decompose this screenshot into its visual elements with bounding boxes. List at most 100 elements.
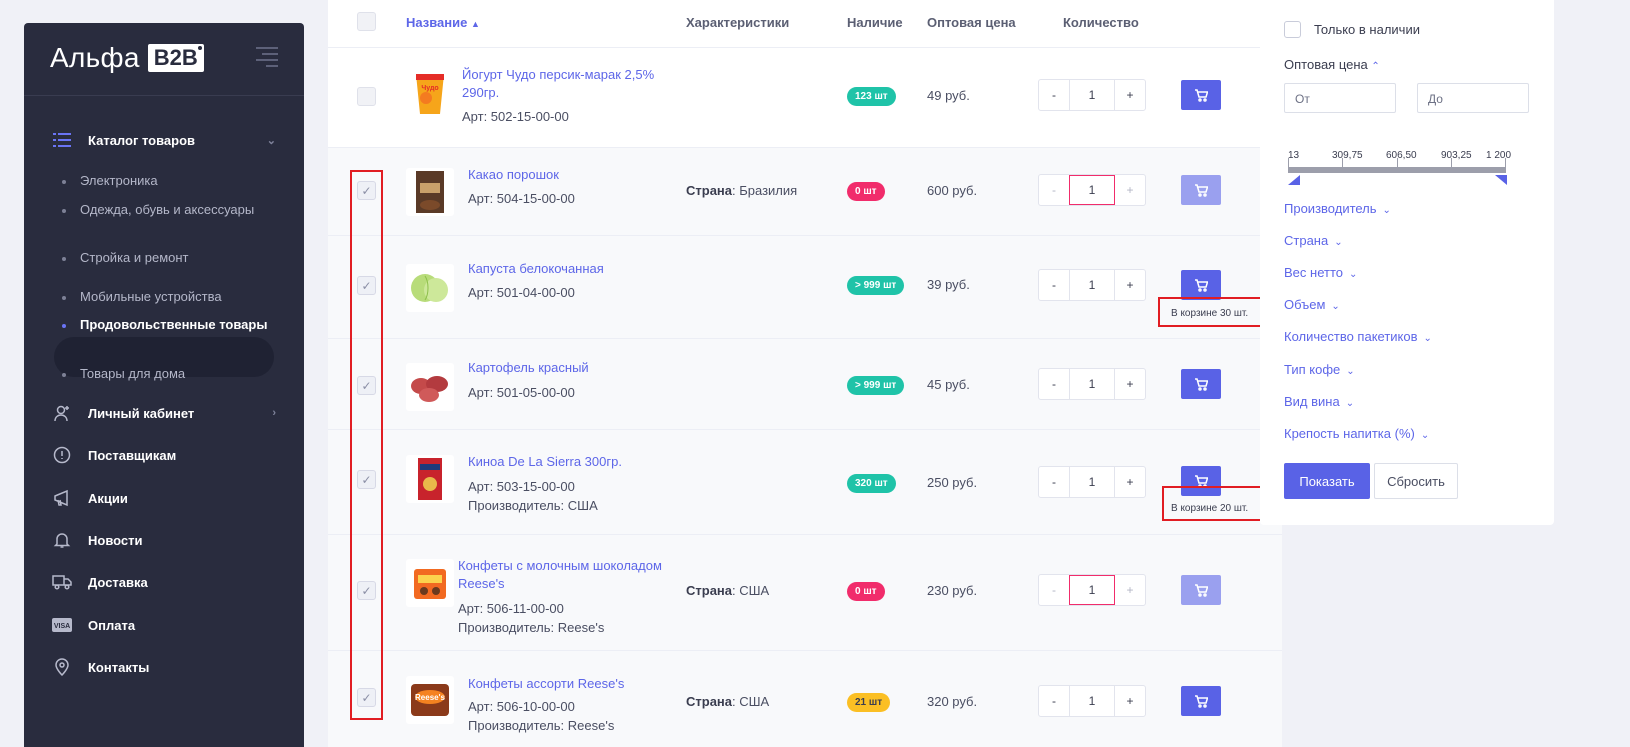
select-all-checkbox[interactable] [357, 12, 376, 31]
only-in-stock-checkbox[interactable] [1284, 21, 1301, 38]
submenu-mobile[interactable]: Мобильные устройства [62, 288, 280, 306]
qty-minus-button[interactable]: - [1052, 475, 1056, 489]
qty-plus-button[interactable]: + [1126, 475, 1134, 489]
header-characteristics: Характеристики [686, 15, 790, 30]
product-image[interactable] [406, 168, 454, 216]
filter-country[interactable]: Страна ⌄ [1284, 233, 1343, 248]
product-image[interactable] [406, 264, 454, 312]
nav-promotions[interactable]: Акции [52, 488, 128, 508]
product-name-link[interactable]: Конфеты с молочным шоколадом Reese's [458, 558, 662, 591]
qty-plus-button[interactable]: + [1126, 583, 1134, 597]
logo[interactable]: Альфа B2B [50, 42, 204, 73]
row-checkbox-checked[interactable]: ✓ [357, 376, 376, 395]
product-country: Страна: Бразилия [686, 183, 797, 198]
truck-icon [52, 572, 72, 592]
nav-payment[interactable]: VISA Оплата [52, 615, 135, 635]
filter-manufacturer[interactable]: Производитель ⌄ [1284, 201, 1391, 216]
product-image[interactable] [406, 363, 454, 411]
price-to-input[interactable]: До [1417, 83, 1529, 113]
add-to-cart-button[interactable] [1181, 270, 1221, 300]
filter-coffee-type[interactable]: Тип кофе ⌄ [1284, 362, 1355, 377]
add-to-cart-button[interactable] [1181, 575, 1221, 605]
annotation-box-in-cart [1162, 486, 1271, 521]
qty-input[interactable]: 1 [1069, 467, 1115, 497]
qty-plus-button[interactable]: + [1126, 183, 1134, 197]
nav-account[interactable]: Личный кабинет › [52, 403, 276, 423]
nav-news[interactable]: Новости [52, 530, 143, 550]
nav-suppliers[interactable]: Поставщикам [52, 445, 176, 465]
product-image[interactable]: Чудо [406, 69, 454, 117]
reset-button[interactable]: Сбросить [1374, 463, 1458, 499]
row-checkbox-checked[interactable]: ✓ [357, 276, 376, 295]
quantity-stepper: - 1 + [1038, 79, 1146, 111]
product-name-link[interactable]: Йогурт Чудо персик-марак 2,5% 290гр. [462, 67, 655, 100]
slider-tick [1397, 158, 1398, 167]
qty-minus-button[interactable]: - [1052, 183, 1056, 197]
filter-alcohol[interactable]: Крепость напитка (%) ⌄ [1284, 426, 1429, 441]
qty-plus-button[interactable]: + [1126, 88, 1134, 102]
slider-tick-label: 1 200 [1486, 150, 1512, 161]
price-filter-title[interactable]: Оптовая цена ⌃ [1284, 57, 1380, 72]
chevron-right-icon: › [272, 407, 276, 419]
qty-input[interactable]: 1 [1069, 270, 1115, 300]
nav-contacts[interactable]: Контакты [52, 657, 149, 677]
product-manufacturer: Производитель: Reese's [468, 718, 615, 733]
add-to-cart-button[interactable] [1181, 80, 1221, 110]
filter-bag-count[interactable]: Количество пакетиков ⌄ [1284, 329, 1432, 344]
qty-minus-button[interactable]: - [1052, 377, 1056, 391]
submenu-home[interactable]: Товары для дома [62, 365, 280, 383]
product-name-link[interactable]: Киноа De La Sierra 300гр. [468, 454, 622, 469]
qty-plus-button[interactable]: + [1126, 278, 1134, 292]
add-to-cart-button[interactable] [1181, 686, 1221, 716]
qty-minus-button[interactable]: - [1052, 278, 1056, 292]
product-article: Арт: 506-11-00-00 [458, 601, 564, 616]
submenu-clothing[interactable]: Одежда, обувь и аксессуары [62, 201, 280, 219]
qty-input[interactable]: 1 [1069, 175, 1115, 205]
row-checkbox-checked[interactable]: ✓ [357, 181, 376, 200]
product-name-link[interactable]: Капуста белокочанная [468, 261, 604, 276]
annotation-box-checkboxes [350, 170, 383, 720]
add-to-cart-button[interactable] [1181, 175, 1221, 205]
submenu-food[interactable]: Продовольственные товары [62, 316, 280, 334]
product-name-link[interactable]: Какао порошок [468, 167, 559, 182]
filter-wine-type[interactable]: Вид вина ⌄ [1284, 394, 1354, 409]
qty-input[interactable]: 1 [1069, 80, 1115, 110]
qty-minus-button[interactable]: - [1052, 583, 1056, 597]
add-to-cart-button[interactable] [1181, 466, 1221, 496]
qty-input[interactable]: 1 [1069, 369, 1115, 399]
row-checkbox-checked[interactable]: ✓ [357, 470, 376, 489]
chevron-up-icon: ⌃ [1371, 61, 1380, 72]
nav-suppliers-label: Поставщикам [88, 447, 177, 463]
cart-icon [1195, 377, 1208, 391]
qty-minus-button[interactable]: - [1052, 694, 1056, 708]
product-image[interactable] [406, 559, 454, 607]
menu-toggle-icon[interactable] [256, 47, 278, 67]
product-name-link[interactable]: Конфеты ассорти Reese's [468, 676, 625, 691]
slider-max-handle[interactable] [1495, 175, 1507, 185]
row-checkbox-checked[interactable]: ✓ [357, 688, 376, 707]
filter-volume[interactable]: Объем ⌄ [1284, 297, 1340, 312]
only-in-stock-label: Только в наличии [1314, 22, 1420, 37]
price-slider-track[interactable] [1288, 167, 1506, 173]
show-button[interactable]: Показать [1284, 463, 1370, 499]
slider-min-handle[interactable] [1288, 175, 1300, 185]
qty-input[interactable]: 1 [1069, 686, 1115, 716]
cart-icon [1195, 88, 1208, 102]
add-to-cart-button[interactable] [1181, 369, 1221, 399]
qty-plus-button[interactable]: + [1126, 694, 1134, 708]
nav-catalog[interactable]: Каталог товаров ⌄ [52, 130, 276, 150]
product-image[interactable]: Reese's [406, 676, 454, 724]
qty-minus-button[interactable]: - [1052, 88, 1056, 102]
price-from-input[interactable]: От [1284, 83, 1396, 113]
product-image[interactable] [406, 455, 454, 503]
submenu-electronics[interactable]: Электроника [62, 172, 280, 190]
qty-plus-button[interactable]: + [1126, 377, 1134, 391]
filter-net-weight[interactable]: Вес нетто ⌄ [1284, 265, 1357, 280]
header-name[interactable]: Название ▲ [406, 15, 480, 30]
qty-input[interactable]: 1 [1069, 575, 1115, 605]
row-checkbox-checked[interactable]: ✓ [357, 581, 376, 600]
product-name-link[interactable]: Картофель красный [468, 360, 589, 375]
nav-delivery[interactable]: Доставка [52, 572, 148, 592]
row-checkbox[interactable] [357, 87, 376, 106]
submenu-construction[interactable]: Стройка и ремонт [62, 249, 280, 267]
